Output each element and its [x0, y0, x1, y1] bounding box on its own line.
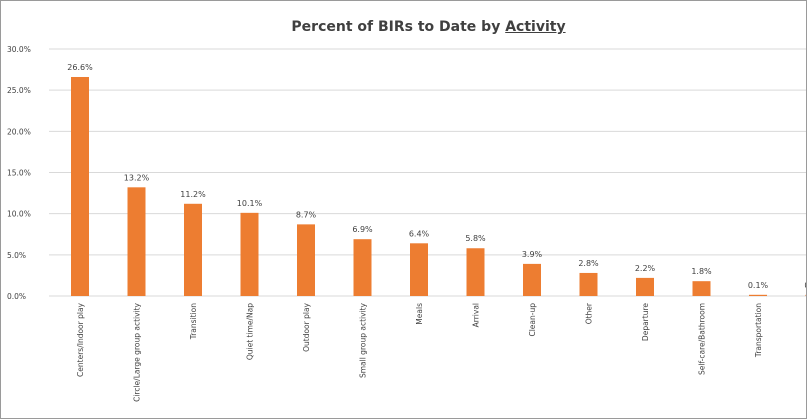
bar — [71, 76, 89, 296]
data-label: 13.2% — [124, 173, 150, 182]
data-label: 10.1% — [237, 199, 263, 208]
data-label: 2.8% — [578, 259, 599, 268]
x-tick-label: Meals — [415, 303, 424, 325]
chart-title: Percent of BIRs to Date by Activity — [1, 19, 806, 35]
y-tick-label: 0.0% — [7, 292, 26, 301]
x-tick-label: Quiet time/Nap — [246, 303, 255, 360]
bar — [692, 281, 711, 296]
data-label: 0.1% — [748, 281, 769, 290]
data-label: 0.1% — [804, 281, 806, 290]
x-tick-label: Centers/Indoor play — [76, 302, 85, 376]
data-label: 8.7% — [296, 210, 317, 219]
x-tick-label: Departure — [641, 303, 650, 341]
bar — [240, 212, 259, 296]
data-label: 6.9% — [352, 225, 373, 234]
bar — [579, 272, 598, 296]
data-label: 5.8% — [465, 234, 486, 243]
bar — [127, 187, 146, 296]
bar — [353, 239, 372, 296]
bar — [410, 243, 428, 296]
data-label: 3.9% — [522, 250, 543, 259]
x-tick-label: Arrival — [472, 303, 481, 327]
bar — [297, 224, 315, 296]
x-tick-label: Small group activity — [359, 302, 368, 378]
y-tick-label: 15.0% — [7, 169, 31, 178]
data-label: 2.2% — [635, 264, 656, 273]
x-tick-label: Transition — [189, 303, 198, 341]
data-label: 1.8% — [691, 267, 712, 276]
data-label: 11.2% — [180, 190, 206, 199]
x-tick-label: Transportation — [754, 303, 763, 358]
x-tick-label: Outdoor play — [302, 302, 311, 351]
y-tick-label: 30.0% — [7, 45, 31, 54]
y-tick-label: 25.0% — [7, 86, 31, 95]
y-tick-label: 20.0% — [7, 127, 31, 136]
y-tick-label: 10.0% — [7, 210, 31, 219]
x-tick-label: Clean-up — [528, 303, 537, 337]
x-tick-label: Self-care/Bathroom — [698, 303, 707, 375]
bar — [636, 277, 654, 296]
chart-title-main: Percent of BIRs to Date by — [291, 19, 506, 35]
chart-title-underlined: Activity — [505, 19, 566, 35]
x-tick-label: Other — [585, 302, 594, 324]
bar — [523, 263, 541, 296]
data-label: 6.4% — [409, 229, 430, 238]
bar — [184, 203, 202, 296]
data-label: 26.6% — [67, 63, 93, 72]
y-tick-label: 5.0% — [7, 251, 26, 260]
bar — [749, 294, 767, 296]
x-tick-label: Circle/Large group activity — [133, 302, 142, 401]
bar — [466, 248, 485, 296]
bar — [805, 294, 806, 296]
